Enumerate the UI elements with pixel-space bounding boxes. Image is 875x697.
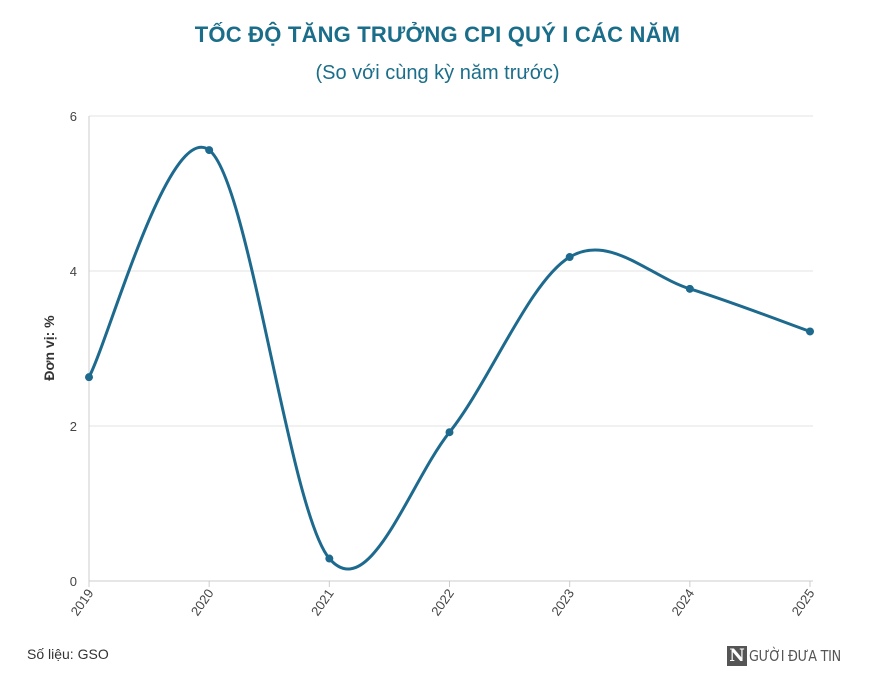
x-tick-label: 2025 [789, 586, 818, 618]
logo-mark: N [727, 646, 747, 666]
data-point-2020[interactable] [205, 146, 214, 155]
data-point-2019[interactable] [85, 373, 93, 382]
series-line [87, 145, 812, 571]
x-tick-label: 2022 [428, 586, 457, 618]
y-tick-label: 6 [70, 109, 77, 124]
source-note: Số liệu: GSO [27, 646, 109, 662]
grid-lines [89, 115, 813, 427]
x-tick-label: 2023 [548, 586, 577, 618]
publisher-logo: N GƯỜI ĐƯA TIN [727, 646, 857, 666]
data-points [85, 146, 814, 563]
y-tick-labels: 0 2 4 6 [70, 109, 77, 589]
y-tick-label: 4 [70, 264, 77, 279]
chart-subtitle: (So với cùng kỳ năm trước) [315, 62, 560, 84]
data-point-2022[interactable] [445, 428, 454, 437]
x-tick-label: 2019 [68, 586, 97, 618]
x-tick-label: 2021 [308, 586, 337, 618]
x-tick-label: 2024 [668, 586, 697, 618]
y-tick-label: 2 [70, 419, 77, 434]
x-tick-labels: 2019 2020 2021 2022 2023 2024 2025 [68, 581, 818, 618]
y-tick-label: 0 [70, 574, 77, 589]
data-point-2025[interactable] [806, 327, 814, 336]
data-point-2024[interactable] [685, 284, 694, 293]
axes [88, 116, 813, 582]
data-point-2023[interactable] [565, 253, 574, 262]
x-tick-label: 2020 [188, 586, 217, 618]
chart-title: TỐC ĐỘ TĂNG TRƯỞNG CPI QUÝ I CÁC NĂM [194, 22, 681, 47]
y-axis-label: Đơn vị: % [41, 315, 57, 381]
logo-text: GƯỜI ĐƯA TIN [749, 647, 841, 665]
data-point-2021[interactable] [325, 554, 334, 563]
